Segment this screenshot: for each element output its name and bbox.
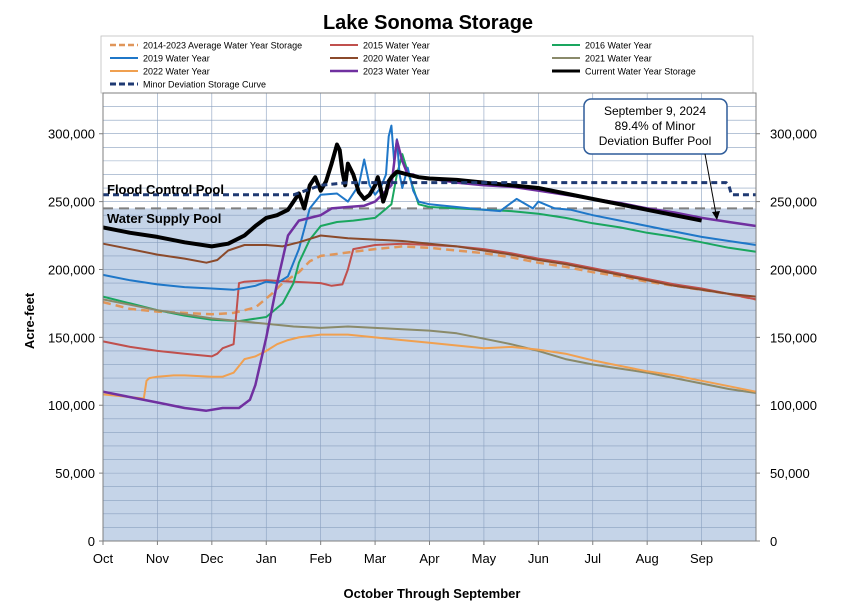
- legend-entry: Current Water Year Storage: [585, 67, 696, 77]
- legend-entry: 2022 Water Year: [143, 67, 210, 77]
- x-tick-label: Mar: [364, 551, 387, 566]
- y-tick-label-left: 250,000: [48, 195, 95, 210]
- y-tick-label-right: 100,000: [770, 398, 817, 413]
- x-tick-label: May: [472, 551, 497, 566]
- y-tick-label-right: 300,000: [770, 127, 817, 142]
- annotation-box: September 9, 2024 89.4% of Minor Deviati…: [583, 98, 728, 220]
- y-tick-label-right: 0: [770, 534, 777, 549]
- series-line-9: [103, 181, 756, 197]
- x-tick-label: Jan: [256, 551, 277, 566]
- series-line-4: [102, 234, 757, 298]
- series-line-0: [102, 245, 757, 316]
- y-tick-label-right: 250,000: [770, 195, 817, 210]
- x-tick-label: Oct: [93, 551, 114, 566]
- series-line-3: [102, 124, 757, 291]
- x-tick-label: Jul: [584, 551, 601, 566]
- x-tick-label: Feb: [309, 551, 331, 566]
- x-tick-label: Nov: [146, 551, 170, 566]
- y-tick-label-left: 200,000: [48, 262, 95, 277]
- series-line-1: [102, 242, 757, 358]
- annotation-line-3: Deviation Buffer Pool: [599, 134, 712, 148]
- x-tick-label: Dec: [200, 551, 224, 566]
- legend-entry: 2021 Water Year: [585, 54, 652, 64]
- x-axis-label: October Through September: [344, 586, 521, 601]
- y-tick-label-right: 150,000: [770, 330, 817, 345]
- y-tick-label-left: 50,000: [55, 466, 95, 481]
- y-axis-label: Acre-feet: [22, 292, 37, 349]
- flood-control-pool-label: Flood Control Pool: [107, 182, 224, 197]
- x-tick-label: Apr: [419, 551, 440, 566]
- x-tick-label: Jun: [528, 551, 549, 566]
- y-tick-label-left: 150,000: [48, 330, 95, 345]
- legend-entry: Minor Deviation Storage Curve: [143, 80, 266, 90]
- annotation-line-2: 89.4% of Minor: [615, 119, 696, 133]
- y-tick-label-right: 50,000: [770, 466, 810, 481]
- legend-box: [100, 35, 754, 94]
- legend: 2014-2023 Average Water Year Storage 2015…: [100, 35, 754, 94]
- legend-entry: 2020 Water Year: [363, 54, 430, 64]
- series-line-6: [102, 333, 757, 400]
- legend-entry: 2023 Water Year: [363, 67, 430, 77]
- legend-entry: 2016 Water Year: [585, 41, 652, 51]
- legend-entry: 2019 Water Year: [143, 54, 210, 64]
- legend-entry: 2015 Water Year: [363, 41, 430, 51]
- y-tick-label-left: 300,000: [48, 127, 95, 142]
- annotation-arrowhead: [712, 211, 720, 220]
- x-tick-label: Aug: [636, 551, 659, 566]
- chart-title: Lake Sonoma Storage: [323, 12, 533, 34]
- y-tick-label-left: 100,000: [48, 398, 95, 413]
- annotation-arrow: [704, 153, 717, 215]
- x-tick-label: Sep: [690, 551, 713, 566]
- y-tick-label-left: 0: [88, 534, 95, 549]
- series-line-5: [102, 298, 757, 394]
- legend-entry: 2014-2023 Average Water Year Storage: [143, 41, 302, 51]
- annotation-line-1: September 9, 2024: [604, 104, 706, 118]
- water-supply-pool-label: Water Supply Pool: [107, 211, 221, 226]
- y-tick-label-right: 200,000: [770, 262, 817, 277]
